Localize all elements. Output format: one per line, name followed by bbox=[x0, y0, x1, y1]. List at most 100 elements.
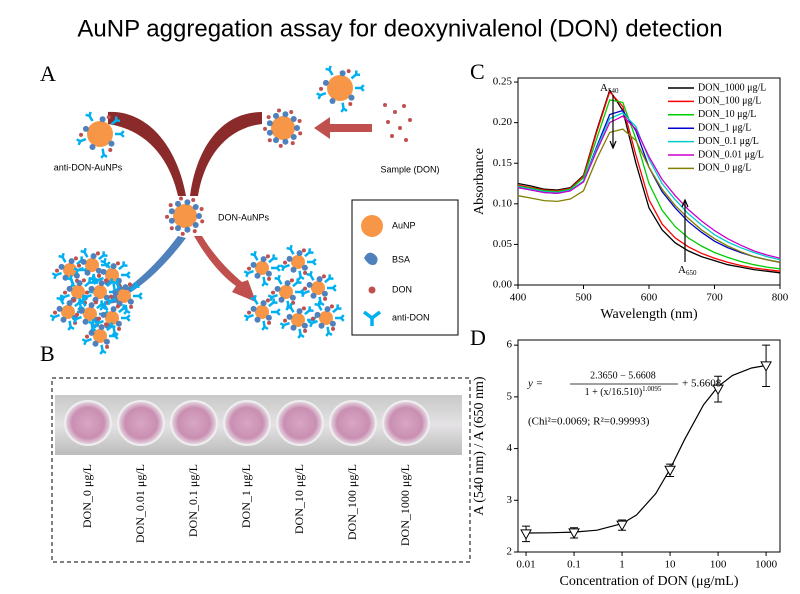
y-tick-label: 0.10 bbox=[493, 197, 513, 209]
antibody bbox=[130, 282, 140, 292]
formula: 2.3650 − 5.6608 bbox=[590, 370, 656, 381]
don bbox=[106, 115, 111, 120]
don bbox=[267, 320, 272, 325]
antibody bbox=[267, 293, 278, 302]
don bbox=[402, 104, 406, 108]
legend-don bbox=[368, 286, 376, 294]
don bbox=[63, 290, 68, 295]
well bbox=[223, 400, 271, 446]
antibody bbox=[118, 261, 128, 271]
antibody bbox=[105, 297, 116, 306]
bsa bbox=[278, 296, 285, 303]
arrow bbox=[194, 236, 256, 302]
antibody bbox=[93, 319, 104, 328]
bsa bbox=[110, 306, 117, 313]
data-point bbox=[664, 465, 676, 477]
bsa bbox=[88, 302, 95, 309]
bsa bbox=[68, 258, 75, 265]
bsa bbox=[192, 221, 199, 228]
don bbox=[79, 132, 84, 137]
formula: + 5.6608 bbox=[682, 378, 722, 390]
arrow bbox=[314, 117, 372, 139]
antibody bbox=[76, 137, 87, 146]
antibody bbox=[261, 320, 269, 331]
antibody bbox=[243, 313, 254, 322]
annotation-arrowhead bbox=[609, 140, 617, 150]
bsa bbox=[348, 94, 355, 101]
antibody bbox=[71, 315, 82, 324]
bsa bbox=[294, 125, 300, 131]
data-point bbox=[520, 529, 532, 540]
diagram-label: DON-AuNPs bbox=[218, 212, 270, 222]
bsa bbox=[58, 263, 65, 270]
don bbox=[199, 207, 204, 212]
don bbox=[265, 254, 270, 259]
legend-label: DON_10 μg/L bbox=[698, 109, 756, 120]
antibody bbox=[100, 148, 108, 159]
aunp bbox=[117, 289, 131, 303]
formula: 1 + (x/16.510)1.0095 bbox=[585, 385, 662, 399]
bsa bbox=[89, 143, 96, 150]
don bbox=[267, 276, 272, 281]
antibody bbox=[115, 130, 125, 138]
don bbox=[169, 226, 174, 231]
don bbox=[301, 248, 306, 253]
don bbox=[289, 109, 294, 114]
bsa bbox=[60, 316, 67, 323]
bsa bbox=[122, 284, 129, 291]
y-tick-label: 0.15 bbox=[493, 157, 513, 169]
bsa bbox=[100, 268, 107, 275]
don bbox=[393, 110, 397, 114]
bsa bbox=[80, 258, 87, 265]
antibody bbox=[100, 257, 109, 268]
well-label: DON_0 μg/L bbox=[80, 464, 94, 528]
antibody bbox=[81, 293, 92, 302]
don bbox=[77, 263, 82, 268]
don bbox=[398, 126, 402, 130]
antibody bbox=[121, 271, 131, 279]
x-tick-label: 1000 bbox=[755, 559, 778, 571]
aunp bbox=[83, 307, 97, 321]
aunp bbox=[291, 313, 305, 327]
data-point bbox=[760, 361, 772, 372]
don bbox=[115, 304, 120, 309]
antibody bbox=[88, 274, 97, 285]
antibody bbox=[355, 84, 365, 92]
well-label: DON_0.1 μg/L bbox=[186, 464, 200, 537]
legend-label: DON_0.1 μg/L bbox=[698, 136, 759, 147]
don bbox=[85, 290, 90, 295]
aunp bbox=[255, 261, 269, 275]
antibody bbox=[325, 326, 333, 337]
legend-antibody bbox=[362, 310, 382, 326]
bsa bbox=[321, 290, 328, 297]
bsa bbox=[290, 116, 297, 123]
aunp bbox=[291, 255, 305, 269]
bsa bbox=[99, 116, 106, 123]
don bbox=[267, 138, 272, 143]
annotation-text: A bbox=[600, 82, 608, 94]
antibody bbox=[314, 300, 323, 311]
don bbox=[271, 290, 276, 295]
arrow bbox=[190, 112, 262, 196]
don bbox=[180, 231, 185, 236]
antibody bbox=[324, 274, 334, 284]
bsa bbox=[250, 305, 257, 312]
don bbox=[289, 278, 294, 283]
annotation: A540 bbox=[600, 82, 619, 95]
y-tick-label: 0.20 bbox=[493, 116, 513, 128]
aunp bbox=[61, 305, 75, 319]
don bbox=[266, 115, 271, 120]
antibody bbox=[297, 270, 305, 281]
bsa bbox=[265, 314, 272, 321]
aunp bbox=[63, 263, 77, 277]
aunp bbox=[279, 285, 293, 299]
data-point bbox=[568, 528, 580, 539]
bsa bbox=[296, 308, 303, 315]
bsa bbox=[175, 200, 181, 207]
antibody bbox=[78, 296, 87, 307]
bsa bbox=[260, 256, 267, 263]
don bbox=[298, 131, 303, 136]
antibody bbox=[268, 254, 278, 264]
don bbox=[277, 108, 282, 113]
don bbox=[200, 219, 205, 224]
